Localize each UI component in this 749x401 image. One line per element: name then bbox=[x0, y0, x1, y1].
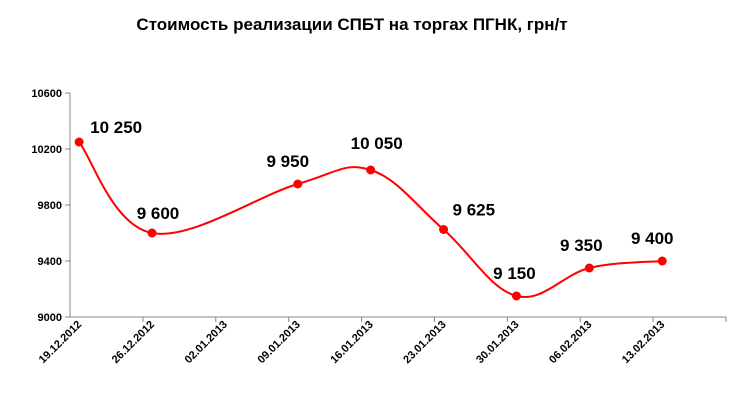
x-tick-label: 30.01.2013 bbox=[474, 319, 521, 366]
x-tick-label: 13.02.2013 bbox=[620, 319, 667, 366]
y-tick-label: 10600 bbox=[31, 88, 62, 100]
data-point bbox=[366, 165, 376, 175]
data-point bbox=[74, 137, 84, 147]
y-tick-label: 10200 bbox=[31, 144, 62, 156]
series-group: 10 250 9 600 9 950 10 050 9 625 9 150 9 350 9 4… bbox=[74, 118, 674, 301]
data-label: 9 600 bbox=[137, 204, 180, 223]
x-tick-label: 06.02.2013 bbox=[547, 319, 594, 366]
data-point bbox=[439, 225, 449, 234]
y-tick-label: 9000 bbox=[38, 312, 62, 324]
x-tick-label: 09.01.2013 bbox=[255, 319, 302, 366]
data-label: 9 950 bbox=[267, 152, 310, 171]
x-tick-label: 19.12.2012 bbox=[37, 319, 84, 366]
data-point bbox=[657, 256, 667, 266]
y-tick-label: 9400 bbox=[38, 256, 62, 268]
data-label: 9 625 bbox=[453, 201, 496, 220]
data-label: 9 150 bbox=[493, 264, 536, 283]
x-tick-label: 23.01.2013 bbox=[401, 319, 448, 366]
data-point bbox=[293, 179, 303, 189]
data-label: 10 050 bbox=[351, 134, 403, 153]
x-tick-label: 02.01.2013 bbox=[183, 319, 230, 366]
data-point bbox=[584, 263, 594, 273]
data-label: 10 250 bbox=[90, 118, 142, 137]
data-label: 9 400 bbox=[631, 229, 674, 248]
y-tick-label: 9800 bbox=[38, 200, 62, 212]
data-label: 9 350 bbox=[560, 236, 603, 255]
data-point bbox=[511, 291, 521, 301]
x-tick-label: 26.12.2012 bbox=[110, 319, 157, 366]
x-tick-label: 16.01.2013 bbox=[328, 319, 375, 366]
data-point bbox=[147, 228, 157, 238]
chart-title: Стоимость реализации СПБТ на торгах ПГНК… bbox=[136, 15, 567, 34]
